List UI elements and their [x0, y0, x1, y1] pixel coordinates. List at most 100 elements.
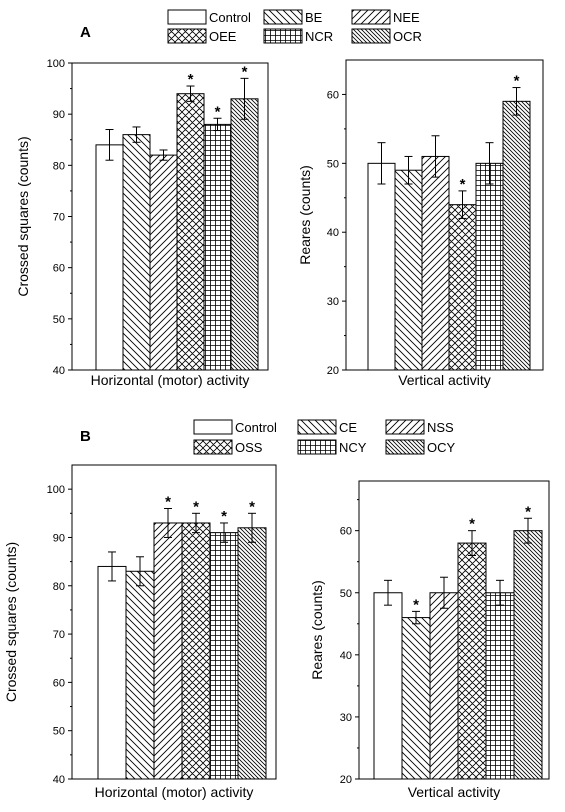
bar — [485, 592, 515, 780]
y-tick-label: 50 — [53, 726, 65, 738]
legend: Control BE NEE OEE NCR OCR — [167, 9, 422, 44]
significance-marker: * — [469, 516, 475, 533]
y-tick-label: 30 — [327, 296, 339, 308]
y-tick-label: 70 — [53, 629, 65, 641]
y-tick-label: 100 — [47, 58, 65, 70]
y-tick-label: 60 — [53, 677, 65, 689]
y-tick-label: 80 — [53, 160, 65, 172]
y-tick-label: 50 — [327, 158, 339, 170]
significance-marker: * — [413, 596, 419, 613]
y-axis-label: Crossed squares (counts) — [15, 136, 31, 296]
legend-swatch — [351, 9, 391, 25]
legend-label: BE — [305, 10, 323, 25]
chart-horizontal: 40 50 60 70 80 90 100 * * * * Horizontal (motor) ac… — [3, 464, 277, 800]
significance-marker: * — [249, 498, 255, 515]
y-axis-label: Reares (counts) — [309, 580, 325, 680]
legend-label: OSS — [235, 440, 263, 455]
bar — [153, 522, 183, 780]
y-tick-label: 20 — [327, 365, 339, 377]
bar — [176, 93, 205, 371]
y-tick-label: 40 — [53, 365, 65, 377]
significance-marker: * — [165, 493, 171, 510]
significance-marker: * — [221, 508, 227, 525]
significance-marker: * — [514, 73, 520, 90]
legend: Control CE NSS OSS NCY OCY — [193, 419, 456, 455]
bar — [373, 592, 403, 780]
legend-label: NEE — [393, 10, 420, 25]
legend-swatch — [167, 28, 207, 44]
legend-label: NCY — [339, 440, 367, 455]
x-axis-label: Horizontal (motor) activity — [91, 372, 250, 388]
legend-swatch — [297, 419, 337, 435]
y-tick-label: 40 — [327, 227, 339, 239]
y-tick-label: 50 — [53, 314, 65, 326]
bar — [122, 134, 151, 371]
legend-label: NSS — [427, 420, 454, 435]
y-tick-label: 80 — [53, 581, 65, 593]
significance-marker: * — [188, 71, 194, 88]
legend-swatch — [385, 419, 425, 435]
bar — [475, 162, 504, 371]
y-tick-label: 60 — [327, 89, 339, 101]
legend-label: OCR — [393, 29, 422, 44]
legend-label: OCY — [427, 440, 456, 455]
bar — [237, 527, 267, 780]
bar — [513, 530, 543, 780]
y-tick-label: 60 — [340, 526, 352, 538]
y-tick-label: 100 — [47, 484, 65, 496]
significance-marker: * — [525, 503, 531, 520]
x-axis-label: Vertical activity — [398, 372, 491, 388]
y-tick-label: 20 — [340, 774, 352, 786]
significance-marker: * — [215, 103, 221, 120]
significance-marker: * — [193, 498, 199, 515]
legend-swatch — [193, 439, 233, 455]
panel-letter: A — [80, 24, 91, 41]
legend-swatch — [297, 439, 337, 455]
bar — [95, 144, 124, 371]
legend-label: CE — [339, 420, 357, 435]
legend-swatch — [167, 9, 207, 25]
bar — [149, 154, 178, 371]
y-tick-label: 90 — [53, 532, 65, 544]
chart-vertical: 20 30 40 50 60 * * Vertical activity Reares (cou… — [297, 59, 544, 388]
legend-swatch — [385, 439, 425, 455]
bar — [401, 617, 431, 780]
y-tick-label: 30 — [340, 712, 352, 724]
significance-marker: * — [460, 176, 466, 193]
bar — [181, 522, 211, 780]
legend-swatch — [193, 419, 233, 435]
legend-label: OEE — [209, 29, 237, 44]
bar — [394, 169, 423, 371]
bar — [230, 98, 259, 371]
bar — [421, 155, 450, 371]
bar — [203, 123, 232, 371]
legend-label: Control — [235, 420, 277, 435]
y-axis-label: Crossed squares (counts) — [3, 542, 19, 702]
y-tick-label: 70 — [53, 212, 65, 224]
panel-b: B Control CE NSS OSS NCY OCY 40 50 60 70 80 90 100 * * *… — [3, 419, 550, 800]
y-axis-label: Reares (counts) — [297, 165, 313, 265]
legend-label: Control — [209, 10, 251, 25]
y-tick-label: 90 — [53, 109, 65, 121]
y-tick-label: 50 — [340, 588, 352, 600]
y-tick-label: 60 — [53, 263, 65, 275]
legend-swatch — [351, 28, 391, 44]
legend-swatch — [263, 9, 303, 25]
x-axis-label: Vertical activity — [408, 784, 501, 800]
bar — [367, 162, 396, 371]
chart-vertical: 20 30 40 50 60 * * * Vertical activity Reares (co… — [309, 480, 550, 800]
legend-label: NCR — [305, 29, 333, 44]
legend-swatch — [263, 28, 303, 44]
bar — [429, 592, 459, 780]
bar — [209, 532, 239, 780]
bar — [457, 542, 487, 780]
bar — [125, 570, 155, 780]
chart-horizontal: 40 50 60 70 80 90 100 * * * Horizontal (motor) act… — [15, 58, 269, 388]
bar — [97, 565, 127, 780]
x-axis-label: Horizontal (motor) activity — [95, 784, 254, 800]
significance-marker: * — [242, 63, 248, 80]
bar — [502, 100, 531, 371]
y-tick-label: 40 — [340, 650, 352, 662]
bar — [448, 204, 477, 371]
